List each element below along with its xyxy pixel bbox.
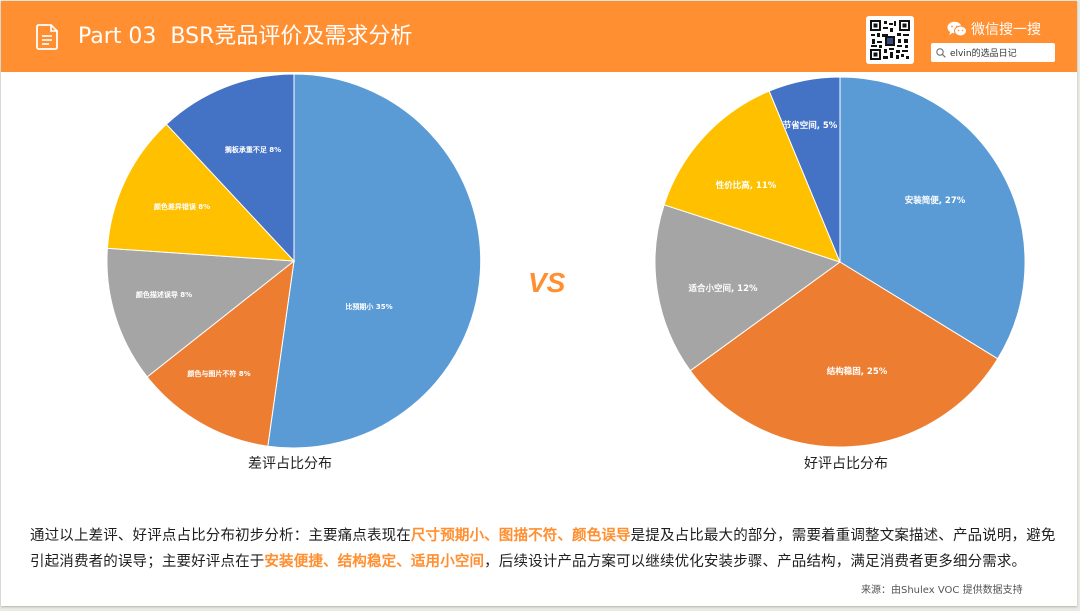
data-source-note: 来源：由Shulex VOC 提供数据支持 <box>861 585 1023 596</box>
pie-svg <box>654 76 1026 448</box>
summary-text: ，后续设计产品方案可以继续优化安装步骤、产品结构，满足消费者更多细分需求。 <box>484 554 1027 570</box>
pie-slice-color-mismatch-image[interactable] <box>146 259 295 447</box>
pie-slice-good-value[interactable] <box>663 90 841 263</box>
pie-slice-easy-install[interactable] <box>839 76 1026 360</box>
pie-slice-shelf-load-insufficient[interactable] <box>165 73 295 263</box>
summary-text: 是提及占比最大的部分，需要着重调整文案描述、产品说明，避免引起消费者的误导；主要… <box>30 528 1056 570</box>
pie-slice-color-description-misleading[interactable] <box>106 247 296 378</box>
negative-pie-title: 差评占比分布 <box>248 456 332 472</box>
search-value: elvin的选品日记 <box>950 49 1017 59</box>
pie-slice-fits-small-space[interactable] <box>654 204 842 372</box>
page-title: Part 03 BSR竞品评价及需求分析 <box>78 24 413 49</box>
search-icon <box>936 47 946 58</box>
positive-pie-title: 好评占比分布 <box>804 456 888 472</box>
pie-label: 颜色描述误导 8% <box>135 291 193 299</box>
pie-label: 性价比高, 11% <box>715 181 777 191</box>
negative-review-pie-chart: 比预期小 35% 颜色与图片不符 8% 颜色描述误导 8% 颜色差异错误 8% … <box>106 73 482 449</box>
qr-code-icon[interactable] <box>866 16 914 64</box>
pie-slice-smaller-than-expected[interactable] <box>267 73 482 449</box>
vs-label: VS <box>528 267 566 298</box>
pie-slice-space-saving[interactable] <box>768 76 841 263</box>
document-icon <box>36 24 58 50</box>
pie-label: 比预期小 35% <box>345 303 393 311</box>
pie-label: 颜色差异错误 8% <box>153 203 211 211</box>
pie-label: 结构稳固, 25% <box>826 367 888 377</box>
wechat-search-label: 微信搜一搜 <box>947 19 1041 39</box>
pie-label: 搁板承重不足 8% <box>224 146 282 154</box>
pie-label: 颜色与图片不符 8% <box>187 370 251 378</box>
pie-slice-sturdy-structure[interactable] <box>689 261 999 448</box>
positive-review-pie-chart: 安装简便, 27% 结构稳固, 25% 适合小空间, 12% 性价比高, 11%… <box>654 76 1026 448</box>
summary-text: 通过以上差评、好评点占比分布初步分析：主要痛点表现在 <box>30 528 411 544</box>
wechat-icon <box>947 21 967 37</box>
pie-label: 适合小空间, 12% <box>688 284 758 294</box>
pie-label: 节省空间, 5% <box>782 121 838 131</box>
pie-slice-color-difference-error[interactable] <box>106 123 296 262</box>
summary-highlight-pain-points: 尺寸预期小、图描不符、颜色误导 <box>410 528 631 544</box>
pie-label: 安装简便, 27% <box>904 196 966 206</box>
summary-highlight-praise-points: 安装便捷、结构稳定、适用小空间 <box>264 554 485 570</box>
analysis-summary: 通过以上差评、好评点占比分布初步分析：主要痛点表现在尺寸预期小、图描不符、颜色误… <box>30 523 1060 575</box>
header-bar: Part 03 BSR竞品评价及需求分析 <box>1 1 1077 72</box>
wechat-search-input[interactable]: elvin的选品日记 <box>931 43 1055 62</box>
pie-svg <box>106 73 482 449</box>
wechat-search-text: 微信搜一搜 <box>971 22 1041 38</box>
